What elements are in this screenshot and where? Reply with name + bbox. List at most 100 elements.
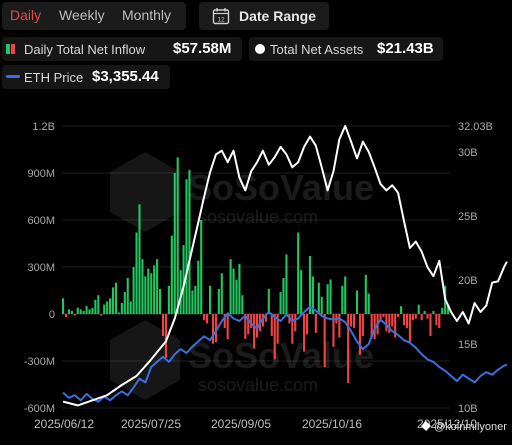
inflow-bar <box>64 314 68 318</box>
inflow-bar <box>303 314 306 352</box>
inflow-bar <box>329 279 332 314</box>
inflow-bar <box>85 306 88 314</box>
inflow-bar <box>270 314 273 336</box>
inflow-bar <box>350 314 353 327</box>
inflow-bar <box>114 282 118 314</box>
inflow-bar <box>241 295 244 314</box>
inflow-bar <box>170 235 173 314</box>
inflow-bar <box>394 314 397 338</box>
inflow-bar <box>385 314 388 332</box>
verified-badge-icon <box>421 421 431 431</box>
inflow-bar <box>132 267 135 314</box>
inflow-bar <box>279 292 282 314</box>
inflow-bar <box>288 314 291 324</box>
watermark-url-bottom: sosovalue.com <box>198 375 318 395</box>
assets-legend-icon <box>255 44 265 54</box>
inflow-bar <box>223 314 226 329</box>
eth-legend-value: $3,355.44 <box>92 68 159 85</box>
inflow-bar <box>256 314 259 338</box>
left-axis-tick-label: 300M <box>27 262 55 274</box>
inflow-bar <box>444 285 447 314</box>
inflow-bar <box>261 314 264 327</box>
inflow-bar <box>185 179 188 314</box>
inflow-legend-value: $57.58M <box>173 40 232 57</box>
inflow-bar <box>250 314 253 329</box>
inflow-bar <box>294 314 297 332</box>
inflow-bar <box>320 296 323 314</box>
inflow-bar <box>138 204 141 314</box>
inflow-bar <box>305 314 309 335</box>
toolbar: Daily Weekly Monthly 12 Date Range <box>0 0 512 34</box>
inflow-bar <box>253 314 256 349</box>
inflow-bar <box>62 298 65 314</box>
left-axis-tick-label: -600M <box>24 403 55 415</box>
inflow-bar <box>417 304 420 314</box>
inflow-bar <box>100 314 103 316</box>
inflow-bar <box>379 314 382 322</box>
inflow-bar <box>67 309 70 314</box>
inflow-bar <box>435 314 438 325</box>
inflow-bar <box>311 276 314 314</box>
eth-price-line <box>62 305 508 403</box>
date-range-label: Date Range <box>239 8 317 24</box>
right-axis-labels: 32.03B 30B 25B 20B 15B 10B <box>458 121 493 415</box>
legend-daily-inflow[interactable]: Daily Total Net Inflow $57.58M <box>2 37 242 61</box>
inflow-bar <box>141 259 144 314</box>
left-axis-tick-label: 600M <box>27 215 55 227</box>
inflow-bar <box>388 314 391 333</box>
inflow-bar <box>408 314 411 343</box>
inflow-bar <box>109 298 112 314</box>
tab-weekly[interactable]: Weekly <box>59 7 105 23</box>
inflow-bar <box>94 299 97 314</box>
inflow-bar <box>244 314 247 340</box>
inflow-bar <box>285 254 288 314</box>
inflow-bar <box>76 307 79 314</box>
inflow-bar <box>308 256 312 314</box>
inflow-bar <box>126 277 129 314</box>
inflow-bar <box>370 314 373 338</box>
x-axis-tick-label: 2025/09/05 <box>211 417 271 431</box>
inflow-bar <box>420 314 423 321</box>
calendar-day-number: 12 <box>217 16 225 23</box>
watermark-brand-bottom: SoSoValue <box>188 335 374 376</box>
date-range-button[interactable]: 12 Date Range <box>199 2 329 30</box>
inflow-bar <box>382 314 385 318</box>
inflow-bar <box>97 295 100 314</box>
right-axis-tick-label: 25B <box>458 211 478 223</box>
inflow-bar <box>211 314 215 344</box>
legend-total-net-assets[interactable]: Total Net Assets $21.43B <box>249 37 443 61</box>
inflow-bar <box>129 301 132 314</box>
watermark-brand-top: SoSoValue <box>188 167 374 208</box>
inflow-bar <box>276 314 279 344</box>
inflow-bar <box>353 314 356 329</box>
inflow-bar <box>167 285 170 314</box>
right-axis-tick-label: 32.03B <box>458 121 493 133</box>
inflow-bar <box>206 314 209 324</box>
left-axis-tick-label: -300M <box>24 356 55 368</box>
inflow-bar <box>291 314 294 344</box>
inflow-bar <box>200 220 203 314</box>
right-axis-tick-label: 15B <box>458 339 478 351</box>
inflow-bar <box>103 304 106 314</box>
left-axis-tick-label: 900M <box>27 168 55 180</box>
inflow-bar <box>182 245 185 314</box>
credit: @koinmilyoner <box>421 421 507 433</box>
tab-daily[interactable]: Daily <box>10 7 42 23</box>
tab-monthly[interactable]: Monthly <box>122 7 172 23</box>
chart-gridlines <box>62 125 450 409</box>
inflow-bar <box>135 232 138 314</box>
inflow-bar <box>147 268 150 314</box>
inflow-bar <box>164 314 167 358</box>
inflow-bar <box>123 292 126 314</box>
inflow-bar <box>161 314 165 336</box>
inflow-bar <box>367 293 370 314</box>
left-axis-tick-label: 1.2B <box>32 121 55 133</box>
assets-legend-value: $21.43B <box>377 40 434 57</box>
assets-legend-label: Total Net Assets <box>270 42 364 57</box>
inflow-bar <box>411 314 414 321</box>
eth-legend-icon <box>6 75 20 78</box>
watermark-logo-icon <box>110 152 180 400</box>
inflow-bar <box>156 259 159 314</box>
inflow-bar <box>203 314 206 321</box>
legend-eth-price[interactable]: ETH Price $3,355.44 <box>2 65 170 89</box>
